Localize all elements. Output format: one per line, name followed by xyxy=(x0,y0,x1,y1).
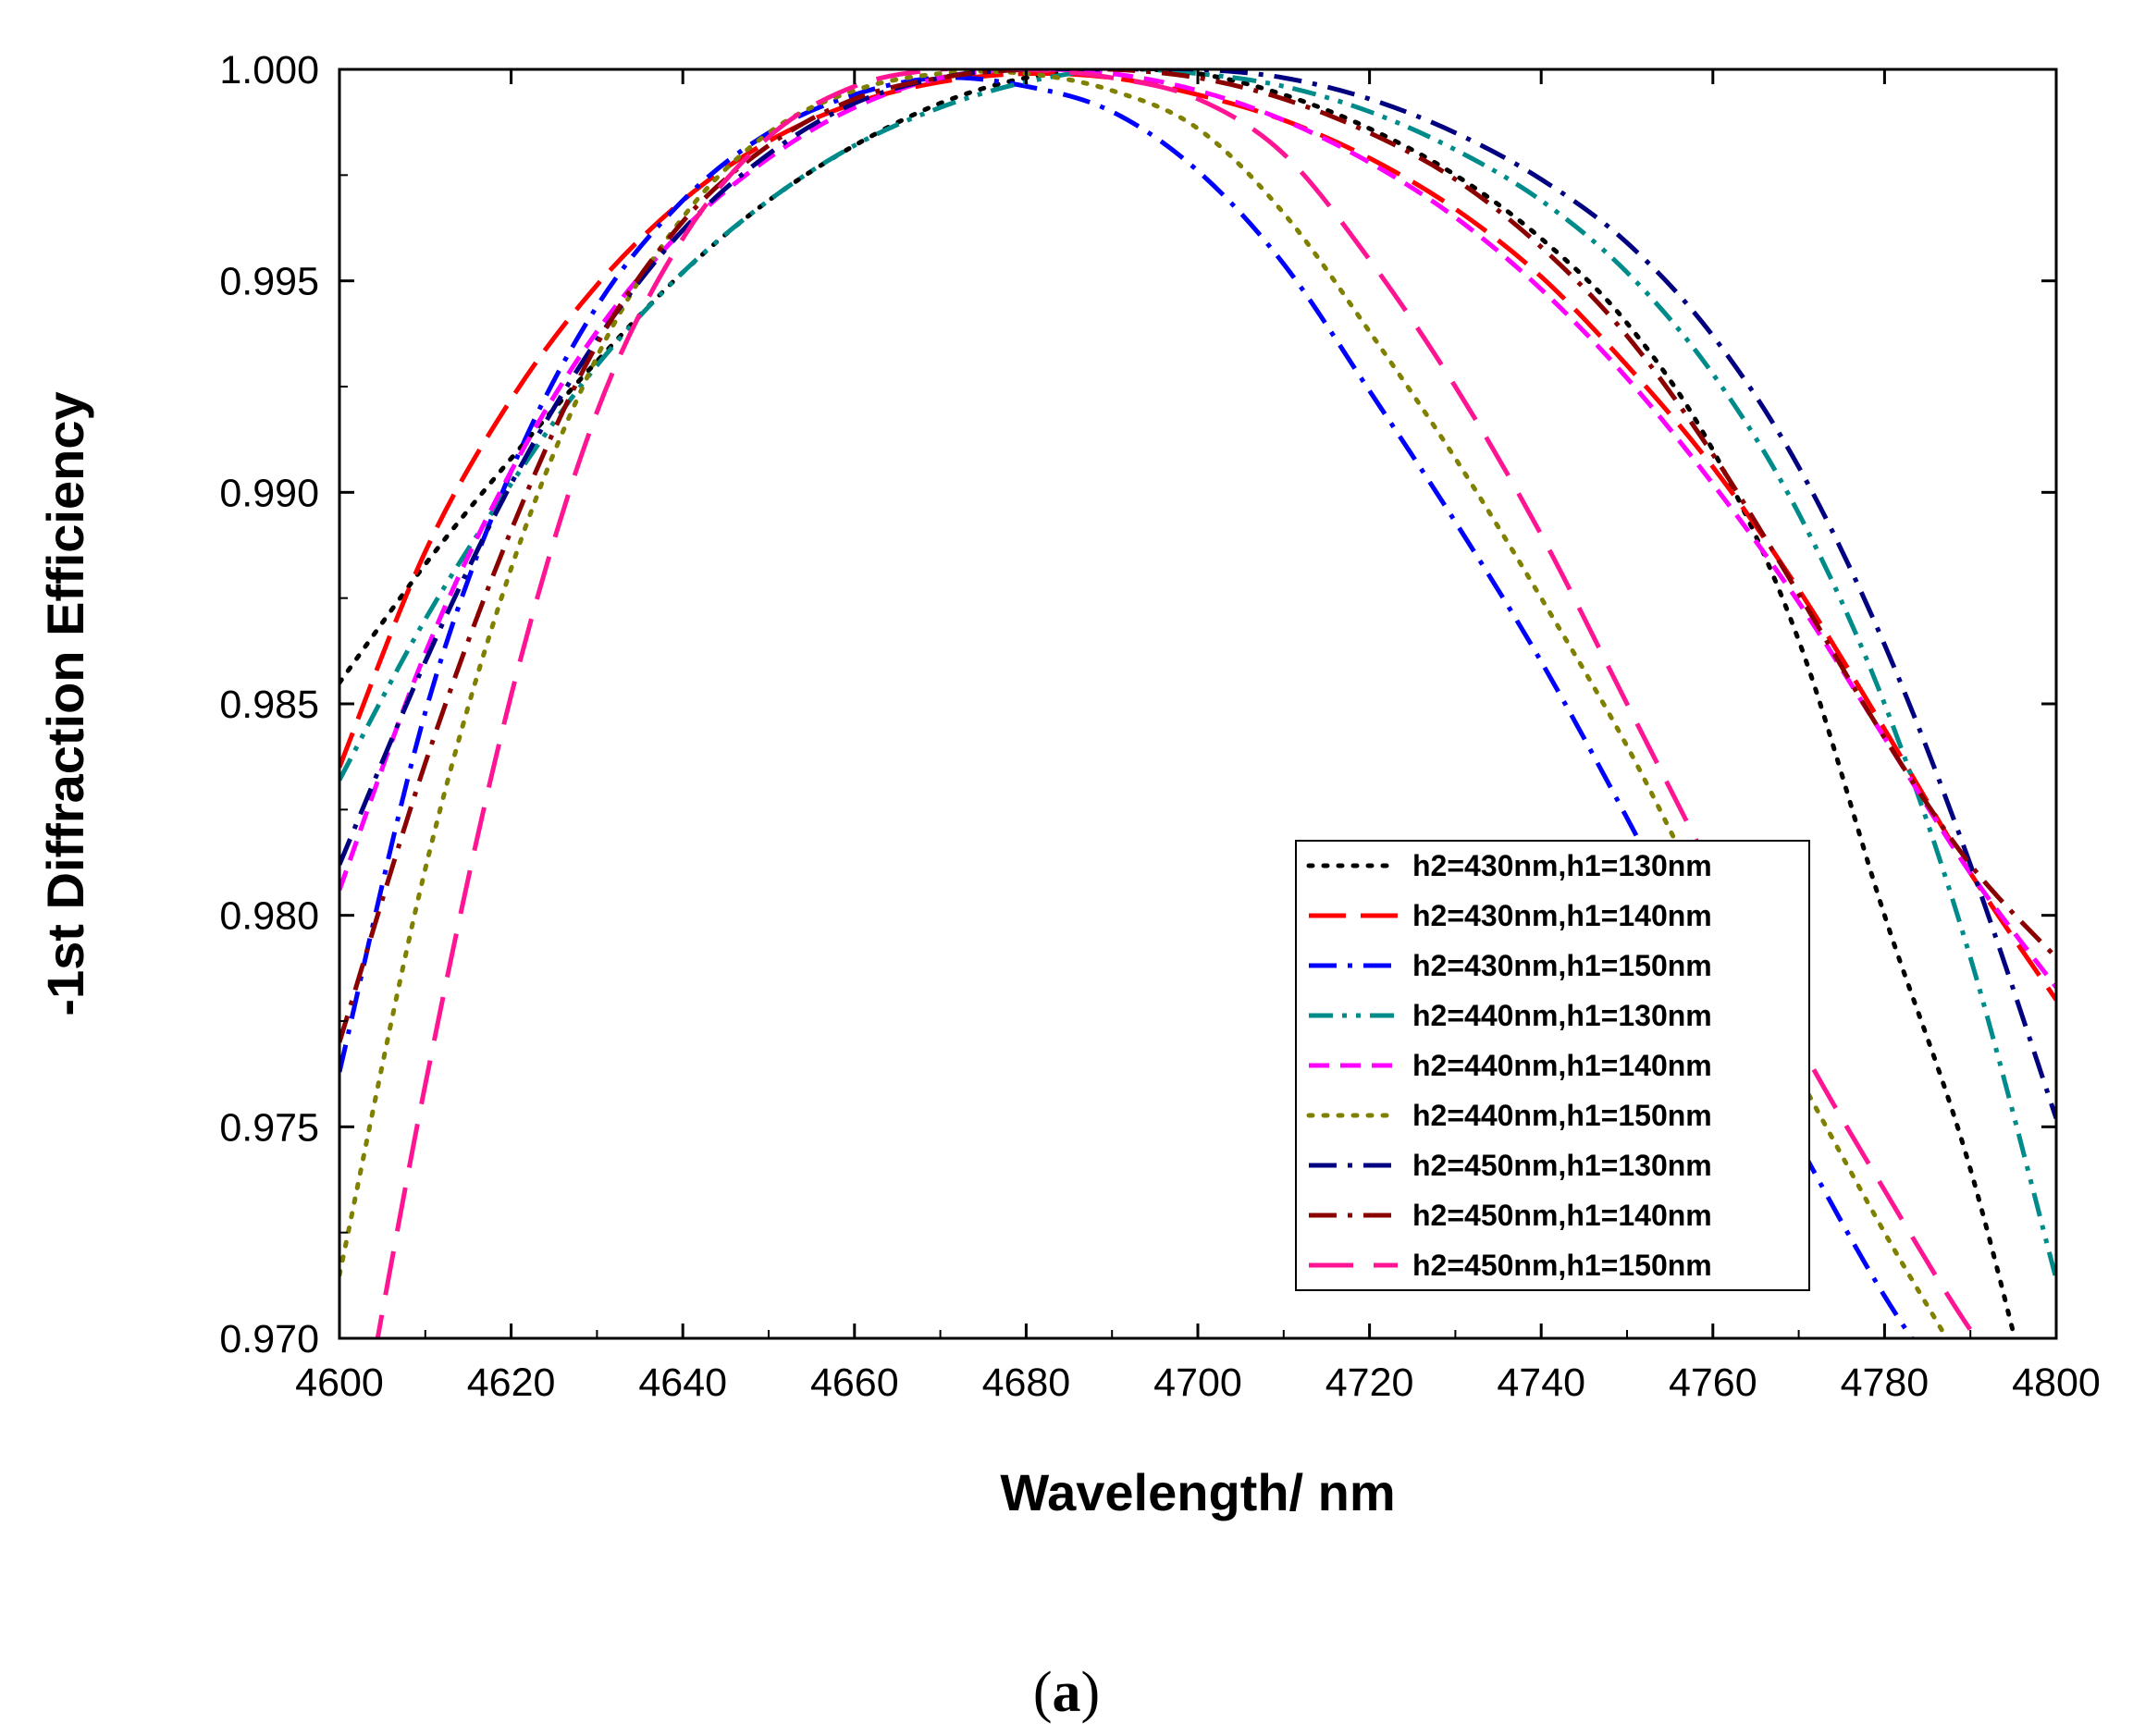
x-tick-label: 4740 xyxy=(1497,1360,1585,1405)
legend: h2=430nm,h1=130nm h2=430nm,h1=140nm h2=430… xyxy=(1295,840,1810,1291)
y-tick-label: 0.985 xyxy=(219,683,319,727)
legend-label: h2=440nm,h1=130nm xyxy=(1412,999,1712,1032)
legend-label: h2=440nm,h1=140nm xyxy=(1412,1049,1712,1082)
series-line-2 xyxy=(339,70,2056,1002)
x-tick-label: 4620 xyxy=(467,1360,556,1405)
x-tick-label: 4600 xyxy=(295,1360,384,1405)
y-tick-label: 1.000 xyxy=(219,48,319,92)
legend-label: h2=450nm,h1=140nm xyxy=(1412,1199,1712,1232)
x-tick-label: 4800 xyxy=(2012,1360,2101,1405)
series-line-5 xyxy=(339,69,2056,989)
x-tick-label: 4780 xyxy=(1841,1360,1930,1405)
legend-label: h2=430nm,h1=130nm xyxy=(1412,849,1712,882)
legend-label: h2=450nm,h1=130nm xyxy=(1412,1149,1712,1182)
ticks-layer: 4600 4620 4640 4660 4680 4700 4720 4740 4760 4780… xyxy=(219,48,2100,1405)
legend-label: h2=430nm,h1=140nm xyxy=(1412,899,1712,932)
legend-label: h2=430nm,h1=150nm xyxy=(1412,949,1712,982)
x-tick-label: 4700 xyxy=(1153,1360,1242,1405)
series-line-4 xyxy=(339,69,2056,1280)
x-tick-label: 4680 xyxy=(982,1360,1071,1405)
series-line-8 xyxy=(339,69,2056,1043)
x-axis-title: Wavelength/ nm xyxy=(1000,1463,1395,1521)
y-tick-label: 0.990 xyxy=(219,471,319,515)
x-tick-label: 4720 xyxy=(1325,1360,1414,1405)
legend-label: h2=450nm,h1=150nm xyxy=(1412,1249,1712,1282)
y-axis-title: -1st Diffraction Efficiency xyxy=(36,391,94,1016)
y-tick-label: 0.980 xyxy=(219,894,319,939)
x-tick-label: 4640 xyxy=(638,1360,727,1405)
y-tick-label: 0.975 xyxy=(219,1105,319,1150)
x-tick-label: 4760 xyxy=(1669,1360,1757,1405)
y-tick-label: 0.970 xyxy=(219,1317,319,1361)
series-line-6 xyxy=(339,69,1950,1338)
y-tick-label: 0.995 xyxy=(219,260,319,304)
legend-label: h2=440nm,h1=150nm xyxy=(1412,1099,1712,1132)
x-tick-label: 4660 xyxy=(810,1360,899,1405)
series-line-7 xyxy=(339,69,2056,1120)
figure-caption: (a) xyxy=(1032,1661,1101,1724)
